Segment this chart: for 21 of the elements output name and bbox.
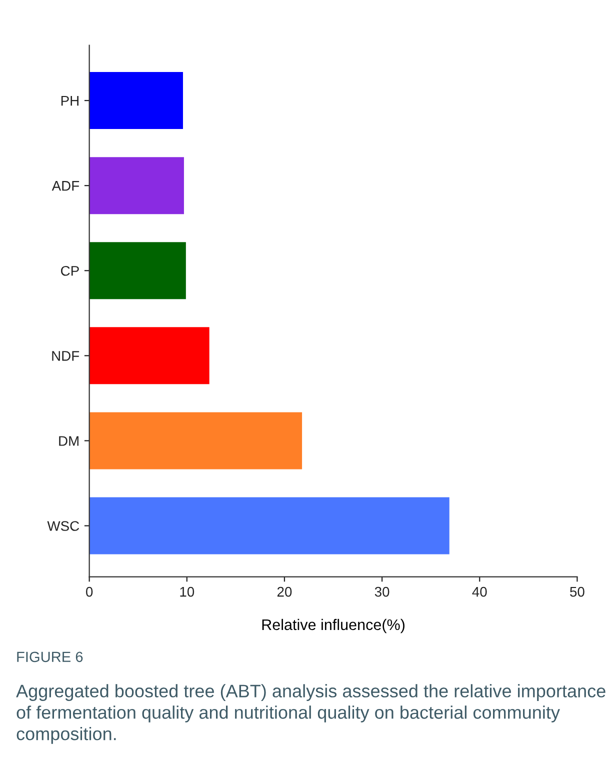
x-tick-label: 20 bbox=[277, 586, 292, 597]
y-tick-label: NDF bbox=[52, 351, 80, 361]
x-tick-label: 50 bbox=[570, 586, 584, 597]
bar bbox=[89, 72, 183, 130]
bar bbox=[89, 157, 184, 214]
text: Aggregated boosted tree (ABT) analysis assessed the relative importance of fermentation quality and nutritional quality on bacterial community composition. bbox=[16, 684, 606, 744]
caption: FIGURE 6 bbox=[17, 652, 83, 662]
bar bbox=[89, 412, 302, 470]
x-tick-label: 10 bbox=[180, 586, 194, 597]
x-tick-label: 0 bbox=[86, 586, 93, 597]
x-axis-title: Relative influence(%) bbox=[262, 618, 404, 634]
bar bbox=[89, 497, 450, 554]
x-tick-label: 40 bbox=[472, 586, 487, 597]
bar bbox=[89, 242, 186, 300]
x-tick-label: 30 bbox=[374, 586, 390, 597]
y-tick-label: CP bbox=[61, 266, 79, 276]
y-tick-label: DM bbox=[59, 436, 78, 446]
y-tick-label: ADF bbox=[52, 181, 80, 191]
y-tick-label: WSC bbox=[47, 521, 80, 531]
bar bbox=[89, 327, 210, 384]
y-tick-label: PH bbox=[61, 96, 78, 106]
